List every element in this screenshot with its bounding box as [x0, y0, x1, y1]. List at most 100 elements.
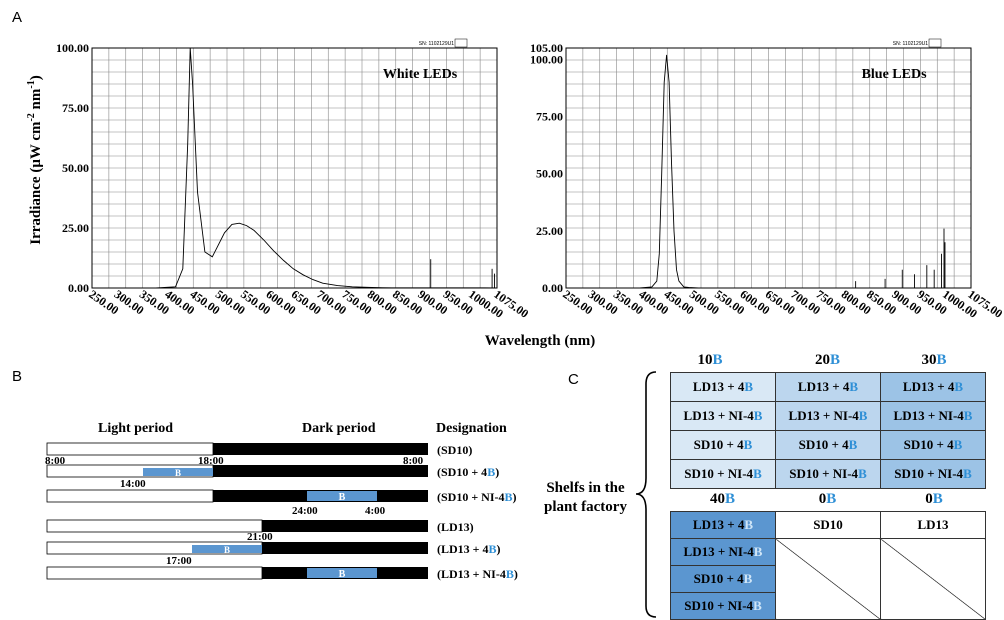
y-tick-label: 25.00	[62, 221, 89, 235]
row-sd10-dark	[213, 443, 428, 455]
empty-cell-diagonal	[775, 538, 881, 620]
y-tick-label: 0.00	[68, 281, 89, 295]
plot-frame	[91, 47, 498, 289]
shelf-header-10b: 10B	[697, 352, 723, 368]
shelf-table-bottom: LD13 + 4B SD10 LD13 LD13 + NI-4B SD10 + …	[670, 511, 986, 620]
chart-title: White LEDs	[383, 67, 458, 82]
y-tick-label: 50.00	[62, 161, 89, 175]
y-tick-label: 50.00	[536, 167, 563, 181]
panel-a-charts: Irradiance (μW cm-2 nm-1) 100.00 75.00 50.…	[26, 38, 1004, 349]
shelf-header-0b-sd10: 0B	[818, 491, 837, 507]
table-row: LD13 + 4B SD10 LD13	[670, 511, 986, 539]
table-row: SD10 + 4B	[670, 565, 986, 593]
table-row: LD13 + 4B LD13 + 4B LD13 + 4B	[670, 372, 986, 402]
brace	[635, 371, 657, 618]
time-label: 21:00	[247, 531, 273, 543]
table-cell: SD10 + NI-4B	[670, 459, 776, 489]
table-cell: SD10 + 4B	[670, 565, 776, 593]
time-label: 8:00	[45, 455, 66, 467]
panel-label-c: C	[568, 371, 579, 388]
table-cell: LD13 + 4B	[880, 372, 986, 402]
designation-sd10: (SD10)	[437, 443, 472, 457]
shelf-side-label: Shelfs in the plant factory	[533, 479, 638, 517]
table-cell: LD13 + 4B	[775, 372, 881, 402]
row-sd10-light	[46, 442, 214, 456]
light-period-header: Light period	[98, 421, 174, 436]
b-label: B	[339, 492, 346, 503]
row-sd10-4b-dark	[213, 465, 428, 477]
time-label: 17:00	[166, 555, 192, 567]
b-label: B	[224, 545, 230, 555]
row-ld13-4b-dark	[262, 542, 428, 554]
dark-period-header: Dark period	[302, 421, 376, 436]
designation-sd10-ni4b: (SD10 + NI-4B)	[437, 490, 517, 504]
time-label: 18:00	[198, 455, 224, 467]
time-label: 14:00	[120, 478, 146, 490]
y-tick-label: 75.00	[536, 110, 563, 124]
row-ld13-dark	[262, 520, 428, 532]
table-cell: SD10 + NI-4B	[775, 459, 881, 489]
row-ld13-ni-light	[46, 566, 263, 580]
row-sd10-ni-bar	[307, 491, 377, 501]
sn-icon	[928, 38, 942, 48]
panel-label-a: A	[12, 9, 23, 26]
y-axis-label: Irradiance (μW cm-2 nm-1)	[26, 75, 44, 244]
table-row: LD13 + NI-4B	[670, 538, 986, 620]
time-label: 8:00	[403, 455, 424, 467]
table-row: LD13 + NI-4B LD13 + NI-4B LD13 + NI-4B	[670, 401, 986, 431]
x-axis-label: Wavelength (nm)	[485, 333, 595, 349]
table-cell: LD13 + NI-4B	[670, 538, 776, 566]
b-label: B	[339, 569, 346, 580]
row-ld13-4b-bar	[192, 545, 262, 553]
table-cell: SD10 + 4B	[775, 430, 881, 460]
sn-label: SN: 1102129U1	[893, 41, 928, 47]
designation-ld13-ni4b: (LD13 + NI-4B)	[437, 567, 518, 581]
empty-cell-diagonal	[880, 538, 986, 620]
y-tick-label: 0.00	[542, 281, 563, 295]
table-row: SD10 + 4B SD10 + 4B SD10 + 4B	[670, 430, 986, 460]
row-sd10-ni-light	[46, 489, 214, 503]
designation-sd10-4b: (SD10 + 4B)	[437, 465, 499, 479]
table-row: SD10 + NI-4B	[670, 592, 986, 620]
y-tick-label: 25.00	[536, 224, 563, 238]
shelf-side-label-2: plant factory	[544, 499, 627, 515]
designation-ld13-4b: (LD13 + 4B)	[437, 542, 501, 556]
table-cell-sd10: SD10	[775, 511, 881, 539]
time-label: 4:00	[365, 505, 386, 517]
table-cell: LD13 + 4B	[670, 511, 776, 539]
chart-title: Blue LEDs	[862, 67, 928, 82]
b-label: B	[175, 468, 181, 478]
shelf-header-30b: 30B	[921, 352, 947, 368]
y-tick-label: 100.00	[530, 52, 563, 66]
table-cell: LD13 + 4B	[670, 372, 776, 402]
table-cell: SD10 + NI-4B	[670, 592, 776, 620]
shelf-side-label-1: Shelfs in the	[546, 480, 625, 496]
shelf-table-top: LD13 + 4B LD13 + 4B LD13 + 4B LD13 + NI-…	[670, 372, 986, 489]
sn-icon	[454, 38, 468, 48]
spectrum-line	[92, 47, 498, 289]
shelf-header-20b: 20B	[814, 352, 840, 368]
table-row: SD10 + NI-4B SD10 + NI-4B SD10 + NI-4B	[670, 459, 986, 489]
panel-label-b: B	[12, 368, 23, 385]
white-led-chart: 100.0075.0050.0025.000.00250.00300.00350…	[56, 38, 531, 321]
sn-label: SN: 1102129U1	[419, 41, 454, 47]
designation-ld13: (LD13)	[437, 520, 474, 534]
y-tick-label: 100.00	[56, 41, 89, 55]
table-cell-ld13: LD13	[880, 511, 986, 539]
blue-led-chart: 105.00100.0075.0050.0025.000.00250.00300…	[530, 38, 1004, 321]
row-sd10-4b-bar	[143, 468, 213, 476]
shelf-header-40b: 40B	[709, 491, 735, 507]
table-cell: LD13 + NI-4B	[670, 401, 776, 431]
table-cell: SD10 + 4B	[670, 430, 776, 460]
shelf-header-0b-ld13: 0B	[925, 491, 943, 507]
time-label: 24:00	[292, 505, 318, 517]
photoperiod-diagram: B B B B 8:00 18:00 8:00 14:00 24:00 4:00…	[45, 442, 518, 581]
y-tick-label: 105.00	[530, 41, 563, 55]
row-ld13-light	[46, 519, 263, 533]
table-cell: LD13 + NI-4B	[775, 401, 881, 431]
designation-header: Designation	[436, 421, 507, 436]
y-tick-label: 75.00	[62, 101, 89, 115]
spectrum-line	[566, 54, 971, 289]
table-cell: SD10 + NI-4B	[880, 459, 986, 489]
row-ld13-ni-bar	[307, 568, 377, 578]
